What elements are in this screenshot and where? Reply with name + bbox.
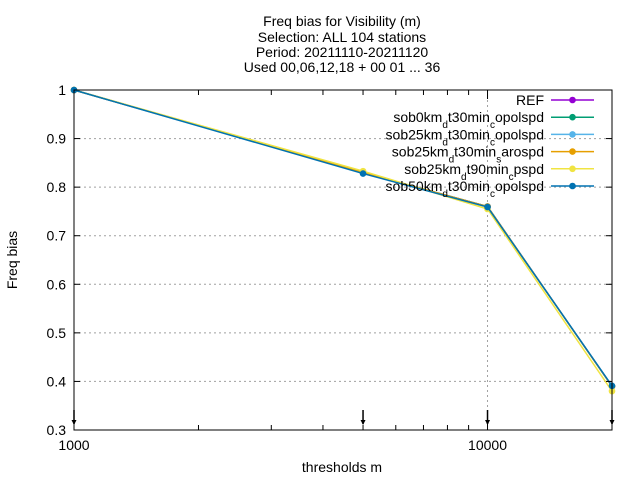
x-tick-label: 1000 <box>58 437 89 453</box>
legend-label: sob25kmdt90mincpspd <box>404 161 544 183</box>
legend-label-part: t30min <box>448 109 490 125</box>
data-point <box>484 203 491 211</box>
threshold-markers <box>71 410 615 425</box>
legend-label-subscript: c <box>490 189 495 200</box>
series-group <box>70 86 616 395</box>
legend-label-part: t30min <box>448 178 490 194</box>
legend-label-part: opolspd <box>495 109 544 125</box>
legend-label-subscript: d <box>442 137 448 148</box>
title-line-2: Selection: ALL 104 stations <box>258 29 426 45</box>
legend-label-part: t90min <box>467 161 509 177</box>
legend-label-part: sob50km <box>386 178 443 194</box>
title-line-1: Freq bias for Visibility (m) <box>263 13 421 29</box>
y-tick-label: 0.5 <box>47 325 67 341</box>
y-tick-label: 0.6 <box>47 276 67 292</box>
legend-label: sob25kmdt30mincopolspd <box>386 126 544 148</box>
legend-label-part: REF <box>516 92 544 108</box>
legend-label-part: t30min <box>454 144 496 160</box>
legend-swatch-marker <box>569 96 576 104</box>
series-line <box>73 89 613 387</box>
legend-swatch-marker <box>569 113 576 121</box>
legend-label: sob0kmdt30mincopolspd <box>393 109 544 131</box>
legend-label-part: arospd <box>501 144 544 160</box>
title-line-3: Period: 20211110-20211120 <box>256 44 429 60</box>
y-tick-label: 1 <box>58 82 66 98</box>
legend-label-subscript: c <box>490 120 495 131</box>
legend-label: sob25kmdt30minsarospd <box>392 144 544 166</box>
y-tick-label: 0.4 <box>47 373 67 389</box>
x-tick-label: 10000 <box>468 437 507 453</box>
y-tick-label: 0.8 <box>47 179 67 195</box>
legend-swatch-marker <box>569 165 576 173</box>
legend-swatch-marker <box>569 131 576 138</box>
legend-swatch-marker <box>569 182 576 190</box>
y-tick-label: 0.7 <box>47 228 67 244</box>
y-axis-label: Freq bias <box>4 231 20 289</box>
chart-title: Freq bias for Visibility (m) Selection: … <box>244 13 441 75</box>
threshold-marker-head <box>360 420 366 425</box>
legend-label-part: opolspd <box>495 126 544 142</box>
legend-label-subscript: c <box>490 137 495 148</box>
legend-label-part: opolspd <box>495 178 544 194</box>
legend-label: REF <box>516 92 544 108</box>
legend-label-subscript: d <box>449 154 455 165</box>
x-axis-label: thresholds m <box>302 459 382 475</box>
y-tick-label: 0.3 <box>47 422 67 438</box>
title-line-4: Used 00,06,12,18 + 00 01 ... 36 <box>244 59 441 75</box>
axes: 0.3 0.4 0.5 0.6 0.7 0.8 0.9 1 1000 10000 <box>47 82 612 453</box>
legend-label-part: t30min <box>448 126 490 142</box>
grid <box>74 90 612 430</box>
legend-label-subscript: d <box>442 189 448 200</box>
legend-label-part: sob25km <box>404 161 461 177</box>
legend-label-part: sob0km <box>393 109 442 125</box>
data-point <box>359 170 367 177</box>
legend-label-subscript: s <box>496 154 501 165</box>
legend-label-subscript: d <box>461 171 467 182</box>
legend-label-part: sob25km <box>392 144 449 160</box>
legend-label-subscript: c <box>509 171 514 182</box>
legend-label-subscript: d <box>442 120 448 131</box>
legend-swatch-marker <box>569 148 576 155</box>
legend: REFsob0kmdt30mincopolspdsob25kmdt30minco… <box>386 92 594 200</box>
legend-label: sob50kmdt30mincopolspd <box>386 178 544 200</box>
legend-label-part: sob25km <box>386 126 443 142</box>
y-tick-label: 0.9 <box>47 131 67 147</box>
legend-label-part: pspd <box>514 161 544 177</box>
plot-frame <box>73 89 613 431</box>
